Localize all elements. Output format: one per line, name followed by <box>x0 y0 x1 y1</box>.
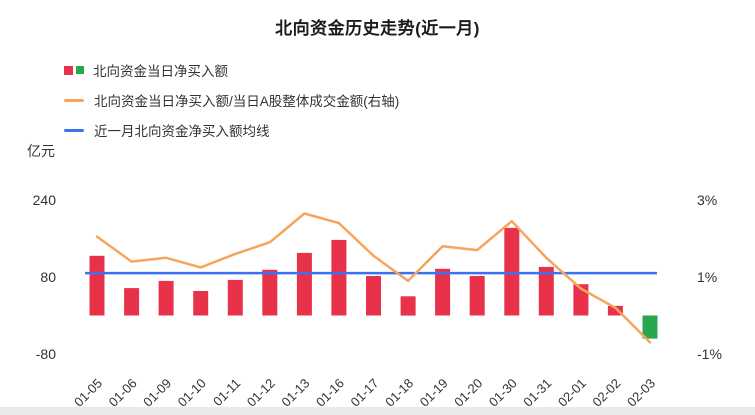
bar-01-12 <box>262 269 278 316</box>
bar-01-16 <box>331 239 347 316</box>
x-axis-label-02-03: 02-03 <box>624 376 658 410</box>
x-axis-label-01-17: 01-17 <box>348 376 382 410</box>
chart-title: 北向资金历史走势(近一月) <box>275 19 480 38</box>
x-axis-label-01-09: 01-09 <box>140 376 174 410</box>
ratio-line <box>95 212 652 344</box>
x-axis-label-01-30: 01-30 <box>486 376 520 410</box>
x-axis-label-01-12: 01-12 <box>244 376 278 410</box>
legend-label-ratio: 北向资金当日净买入额/当日A股整体成交金额(右轴) <box>94 94 400 109</box>
legend-item-mean[interactable]: 近一月北向资金净买入额均线 <box>64 120 399 140</box>
bar-01-06 <box>124 288 140 316</box>
left-axis-tick: 240 <box>33 192 57 208</box>
x-axis-label-01-06: 01-06 <box>106 376 140 410</box>
green-bar-swatch-icon <box>76 66 84 74</box>
x-axis-label-01-16: 01-16 <box>313 376 347 410</box>
bar-02-02 <box>607 305 623 316</box>
x-axis-label-01-18: 01-18 <box>382 376 416 410</box>
right-axis-tick: 1% <box>697 269 717 285</box>
legend-label-net-buy: 北向资金当日净买入额 <box>93 64 228 79</box>
x-axis-label-01-13: 01-13 <box>278 376 312 410</box>
right-axis-tick: 3% <box>697 192 717 208</box>
bar-01-13 <box>296 252 312 316</box>
x-axis-label-01-19: 01-19 <box>417 376 451 410</box>
axis-unit-label: 亿元 <box>27 143 55 159</box>
x-axis-label-01-10: 01-10 <box>175 376 209 410</box>
left-axis-tick: -80 <box>36 346 56 362</box>
right-axis-tick: -1% <box>697 346 722 362</box>
legend-item-net-buy[interactable]: 北向资金当日净买入额 <box>64 60 399 80</box>
bar-01-20 <box>469 276 485 316</box>
bar-01-17 <box>366 276 381 316</box>
x-axis-label-01-31: 01-31 <box>520 376 554 410</box>
legend-label-mean: 近一月北向资金净买入额均线 <box>94 124 270 139</box>
blue-line-swatch-icon <box>64 128 84 132</box>
x-axis-label-01-20: 01-20 <box>451 376 485 410</box>
x-axis-label-01-05: 01-05 <box>71 376 105 410</box>
bar-01-05 <box>89 255 105 316</box>
red-bar-swatch-icon <box>64 65 73 75</box>
bar-01-30 <box>504 227 520 316</box>
legend-item-ratio[interactable]: 北向资金当日净买入额/当日A股整体成交金额(右轴) <box>64 90 399 110</box>
x-axis-label-01-11: 01-11 <box>210 376 243 409</box>
chart-legend: 北向资金当日净买入额 北向资金当日净买入额/当日A股整体成交金额(右轴) 近一月… <box>64 60 399 140</box>
x-axis-label-02-01: 02-01 <box>555 376 589 410</box>
bar-01-31 <box>538 266 554 316</box>
orange-line-swatch-icon <box>64 98 84 102</box>
bar-02-03 <box>642 315 658 339</box>
bar-01-18 <box>400 296 416 316</box>
bar-01-10 <box>193 291 209 316</box>
bar-01-19 <box>435 268 451 316</box>
left-axis-tick: 80 <box>40 269 56 285</box>
bar-01-11 <box>227 279 243 316</box>
page-footer-strip <box>0 407 755 415</box>
bar-01-09 <box>158 280 174 316</box>
x-axis-label-02-02: 02-02 <box>589 376 623 410</box>
